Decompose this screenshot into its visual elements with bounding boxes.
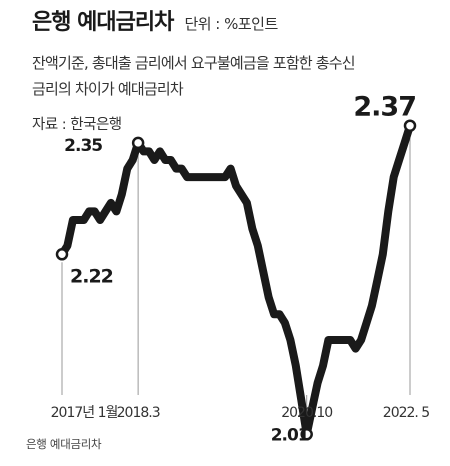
footer-caption: 은행 예대금리차	[26, 437, 102, 451]
x-tick-labels: 2017년 1월 2018.3 2020.10 2022. 5	[51, 405, 431, 421]
chart-title: 은행 예대금리차	[32, 10, 174, 35]
subtitle-line-1: 잔액기준, 총대출 금리에서 요구불예금을 포함한 총수신	[32, 54, 356, 72]
markers	[55, 119, 417, 441]
annotation-label: 2.35	[64, 136, 102, 156]
x-tick-label: 2022. 5	[383, 405, 430, 421]
data-point-marker	[131, 136, 145, 150]
guide-lines	[61, 125, 411, 435]
x-tick-label: 2017년 1월	[51, 405, 118, 421]
data-point-marker	[403, 119, 417, 132]
title-row: 은행 예대금리차 단위 : %포인트	[32, 4, 278, 36]
annotation-label: 2.37	[353, 92, 416, 123]
source-label: 자료 : 한국은행	[32, 117, 122, 133]
x-tick-label: 2018.3	[117, 405, 160, 421]
data-point-marker	[55, 248, 69, 261]
series-line	[58, 121, 414, 439]
unit-label: 단위 : %포인트	[184, 15, 278, 33]
annotation-label: 2.22	[70, 265, 113, 287]
annotation-labels: 2.22 2.35 2.01 2.37	[64, 92, 417, 446]
x-tick-label: 2020.10	[281, 405, 332, 421]
annotation-label: 2.01	[271, 425, 309, 445]
subtitle-line-2: 금리의 차이가 예대금리차	[32, 80, 184, 98]
data-point-marker	[300, 428, 313, 441]
